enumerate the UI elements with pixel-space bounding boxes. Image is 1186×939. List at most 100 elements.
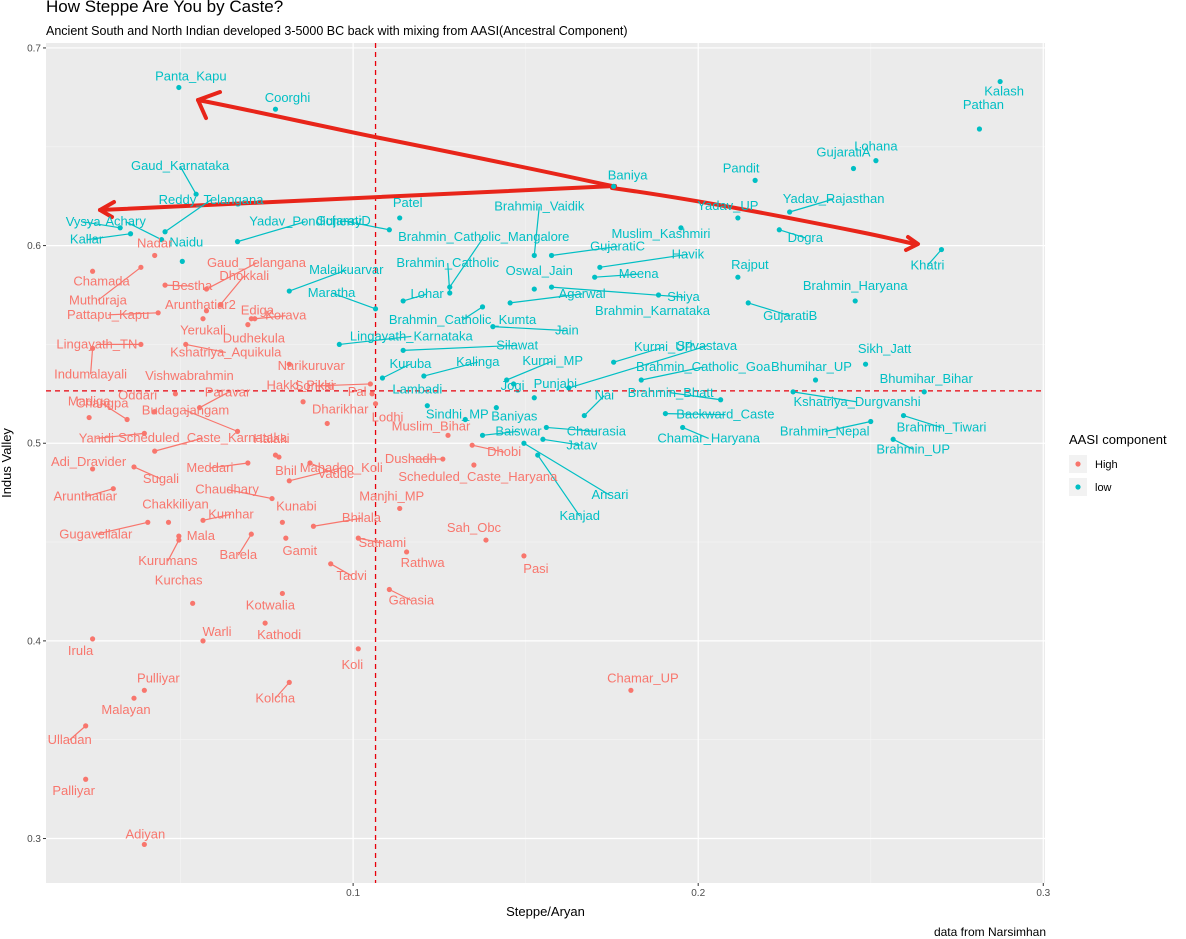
hand-drawn-arrow: [196, 98, 614, 188]
label-connector: [185, 409, 238, 432]
scatter-point: [200, 316, 206, 322]
grid-lines: [46, 43, 1045, 883]
point-label: Gugavellalar: [59, 526, 133, 541]
point-label: Nadar: [137, 235, 173, 250]
point-label: Kuruba: [389, 356, 432, 371]
point-label: Palliyar: [52, 783, 95, 798]
point-label: Sindhi_MP: [426, 407, 489, 422]
legend-swatch: [1075, 484, 1081, 490]
point-label: Pulliyar: [137, 670, 180, 685]
point-label: Lohar: [411, 286, 445, 301]
label-connector: [670, 392, 721, 401]
point-label: Kurchas: [155, 572, 203, 587]
label-connector: [165, 284, 193, 287]
label-connector: [185, 343, 226, 354]
scatter-point: [462, 416, 468, 423]
point-label: Kalinga: [456, 354, 500, 369]
chart-subtitle: Ancient South and North Indian developed…: [46, 24, 628, 38]
point-label: Manjhi_MP: [359, 488, 424, 503]
x-axis-title: Steppe/Aryan: [506, 904, 585, 919]
point-label: Kalash: [984, 84, 1024, 99]
label-connector: [86, 233, 131, 241]
label-connector: [206, 262, 257, 290]
point-label: Brahmin_Nepal: [780, 423, 870, 438]
chart-caption: data from Narsimhan: [933, 925, 1046, 939]
point-label: Chamar_UP: [607, 670, 679, 685]
point-label: Sugali: [143, 471, 179, 486]
scatter-point: [493, 405, 499, 411]
y-tick-label: 0.5: [27, 439, 41, 450]
scatter-point: [776, 227, 782, 233]
label-connector: [339, 335, 412, 346]
label-connector: [613, 346, 664, 363]
scatter-point: [89, 268, 96, 274]
point-label: Sikh_Jatt: [858, 341, 912, 356]
scatter-point: [369, 391, 375, 397]
scatter-point: [89, 466, 96, 472]
scatter-point: [850, 165, 857, 172]
label-connector: [568, 345, 707, 389]
scatter-point: [424, 403, 430, 409]
point-label: Hakki_Pikki: [266, 378, 333, 393]
label-connector: [95, 521, 148, 535]
point-label: Yadav_Rajasthan: [783, 191, 885, 206]
scatter-point: [921, 389, 927, 395]
label-connector: [542, 438, 583, 446]
point-label: Bhumihar_Bihar: [880, 371, 974, 386]
scatter-point: [83, 776, 89, 782]
label-connector: [748, 302, 791, 317]
label-connector: [551, 286, 684, 298]
label-connector: [506, 360, 553, 381]
point-label: Havik: [672, 246, 705, 261]
scatter-point: [279, 590, 285, 597]
label-connector: [779, 229, 806, 239]
scatter-point: [397, 505, 403, 512]
point-label: Barela: [220, 547, 258, 562]
point-label: Mala: [187, 528, 216, 543]
scatter-point: [997, 78, 1003, 85]
point-label: GujaratiA: [816, 145, 871, 160]
point-label: Kathodi: [257, 627, 301, 642]
scatter-point: [324, 420, 330, 427]
point-label: Achary: [105, 214, 146, 229]
point-label: Gamit: [282, 543, 317, 558]
point-label: Budagajangam: [142, 402, 229, 417]
y-axis-title: Indus Valley: [0, 428, 14, 498]
point-label: Kumhar: [208, 506, 254, 521]
label-connector: [482, 430, 519, 436]
point-label: Brahmin_Tiwari: [897, 420, 987, 435]
point-label: Brahmin_Catholic_Mangalore: [398, 229, 569, 244]
label-connector: [402, 293, 428, 302]
point-label: Tadvi: [337, 568, 367, 583]
point-label: Vishwabrahmin: [145, 368, 234, 383]
point-label: Yadav_Pondicherry: [249, 214, 362, 229]
scatter-point: [976, 126, 983, 132]
point-label: Meena: [619, 266, 660, 281]
point-label: Chamar_Haryana: [657, 430, 760, 445]
point-label: GujaratiD: [316, 213, 371, 228]
label-connector: [331, 292, 376, 310]
point-label: Bestha: [172, 278, 213, 293]
label-connector: [101, 403, 128, 421]
label-connector: [97, 266, 142, 301]
scatter-point: [276, 454, 282, 460]
point-label: Bhilala: [342, 510, 382, 525]
scatter-point: [355, 646, 361, 652]
label-connector: [289, 467, 342, 482]
label-connector: [927, 249, 942, 266]
label-connector: [219, 275, 245, 306]
label-connector: [382, 363, 411, 379]
point-label: Sah_Obc: [447, 520, 502, 535]
point-label: Dharikhar: [312, 401, 369, 416]
scatter-point: [852, 298, 858, 304]
point-label: Bhil: [275, 463, 297, 478]
point-label: Kallar: [70, 232, 104, 247]
scatter-point: [531, 286, 537, 292]
axes: 0.1 0.2 0.3 0.3 0.4 0.5 0.6 0.7 Steppe/Aryan Indu…: [0, 43, 1051, 919]
point-label: Rajput: [731, 257, 769, 272]
point-label: Brahmin_UP: [876, 441, 950, 456]
label-connector: [309, 462, 337, 475]
scatter-point: [752, 177, 758, 183]
scatter-point: [372, 401, 379, 407]
point-label: Lingayath_Karnataka: [350, 328, 474, 343]
